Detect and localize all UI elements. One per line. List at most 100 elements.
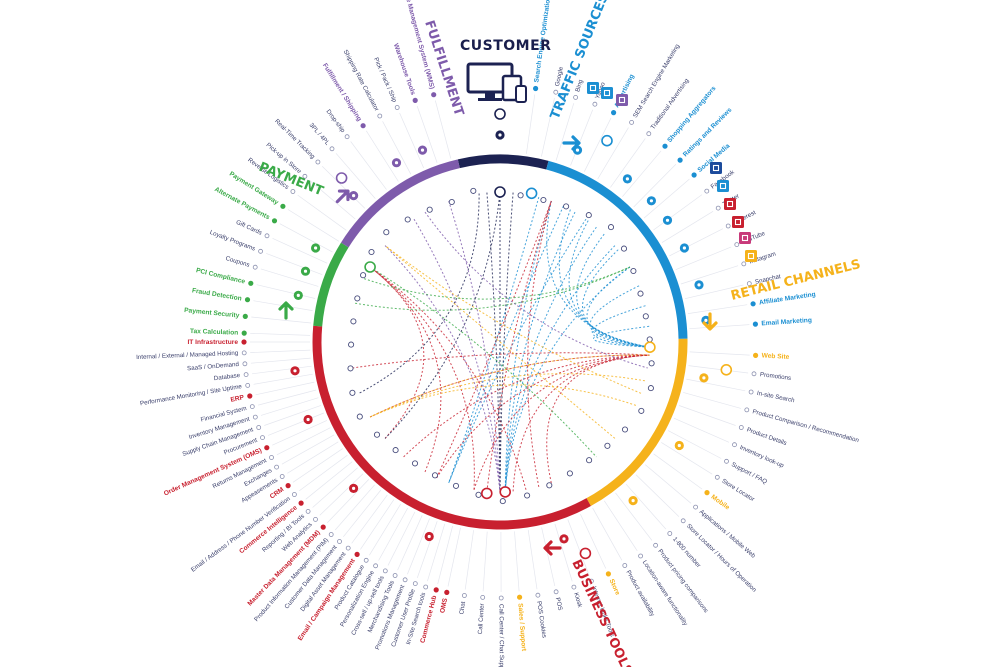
node (586, 457, 593, 464)
label-bullet (256, 425, 262, 430)
connection-curve (593, 325, 650, 348)
connection-curve (369, 384, 637, 418)
node (348, 341, 355, 348)
category-label: Email Marketing (761, 317, 812, 328)
label-bullet (662, 143, 668, 149)
label-bullet (360, 123, 366, 129)
spoke-line (334, 484, 375, 531)
node (452, 482, 460, 489)
pinterest-icon (724, 198, 736, 210)
category-label: Mobile (710, 494, 731, 512)
category-label: Promotions (760, 371, 792, 382)
spoke-line (251, 316, 312, 324)
connection-curve (486, 200, 552, 492)
spoke-line (633, 164, 677, 208)
spoke-line (653, 194, 703, 231)
spoke-line (256, 284, 316, 299)
node (350, 318, 357, 325)
spoke-line (250, 332, 311, 336)
spoke-line (297, 194, 347, 231)
category-label: Chat (458, 601, 467, 615)
spoke-line (434, 100, 452, 159)
category-label: POS Cookies (535, 601, 547, 639)
connection-curve (448, 205, 564, 484)
category-ring-icon (579, 547, 592, 560)
spoke-line (266, 253, 323, 276)
node (638, 407, 645, 414)
spoke-line (309, 179, 356, 220)
spoke-line (687, 304, 748, 314)
label-bullet (252, 414, 258, 420)
category-dot-center (562, 537, 566, 541)
node (404, 216, 411, 223)
spoke-line (350, 141, 387, 190)
category-ring-icon (494, 108, 506, 120)
label-bullet (258, 248, 264, 254)
node (426, 206, 433, 213)
node (563, 203, 570, 210)
label-bullet (392, 573, 398, 578)
connection-curve (589, 285, 650, 348)
label-bullet (394, 105, 400, 110)
category-label: Call Center (477, 603, 486, 634)
label-bullet (344, 134, 350, 140)
label-bullet (691, 172, 697, 178)
category-label: Fraud Detection (191, 287, 242, 302)
connection-curve (436, 354, 650, 479)
spoke-line (279, 223, 333, 253)
category-label: IT Infrastructure (187, 339, 238, 346)
facebook-icon (710, 162, 722, 174)
spoke-line (321, 166, 366, 209)
spoke-line (253, 373, 313, 385)
spoke-line (255, 381, 315, 396)
category-dot-center (352, 486, 356, 490)
spoke-line (335, 153, 376, 199)
label-bullet (271, 218, 278, 224)
label-bullet (373, 563, 379, 569)
connection-curve (512, 354, 650, 492)
category-label: ERP (230, 394, 245, 404)
connection-curve (499, 192, 514, 493)
spoke-line (447, 527, 461, 587)
hub-node (644, 341, 656, 354)
spoke-line (514, 531, 520, 592)
label-bullet (638, 553, 643, 559)
spoke-line (689, 324, 750, 330)
spoke-line (622, 150, 662, 197)
spoke-line (678, 405, 736, 426)
node (630, 267, 637, 275)
label-bullet (480, 595, 486, 600)
label-bullet (285, 482, 291, 489)
node (499, 498, 506, 505)
hub-node (499, 486, 512, 498)
category-label: PCI Compliance (195, 267, 246, 285)
node (604, 442, 611, 449)
connection-curve (448, 200, 501, 493)
connection-curve (384, 245, 616, 439)
node (642, 313, 649, 320)
category-label: Gift Cards (235, 219, 263, 237)
spoke-lines (250, 94, 750, 593)
label-bullet (423, 584, 429, 590)
connection-curve (504, 266, 631, 492)
category-label: Internal / External / Managed Hosting (136, 350, 239, 361)
node (411, 460, 419, 467)
spoke-line (250, 357, 311, 364)
node (585, 212, 592, 219)
category-label: Call Center / Chat Support (498, 604, 505, 667)
label-bullet (431, 92, 437, 98)
connection-curve (384, 191, 501, 439)
ring-segment-business (312, 325, 591, 530)
category-dot-center (306, 417, 310, 422)
node (540, 196, 547, 204)
node (373, 431, 381, 438)
spoke-line (258, 389, 317, 406)
spoke-line (464, 530, 474, 590)
node (546, 482, 553, 489)
spoke-line (661, 211, 714, 243)
label-bullet (667, 531, 673, 536)
connection-curve (582, 249, 650, 348)
spoke-line (580, 513, 607, 569)
spoke-line (667, 430, 722, 459)
category-ring-icon (720, 363, 733, 376)
